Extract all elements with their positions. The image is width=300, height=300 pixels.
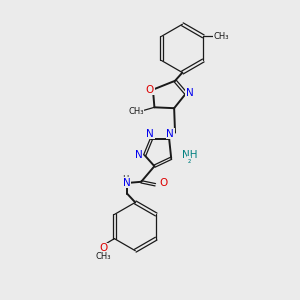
Text: CH₃: CH₃ [128, 107, 144, 116]
Text: N: N [186, 88, 193, 98]
Text: CH₃: CH₃ [214, 32, 229, 41]
Text: O: O [99, 243, 107, 253]
Text: CH₃: CH₃ [95, 252, 111, 261]
Text: O: O [146, 85, 154, 94]
Text: N: N [146, 129, 154, 139]
Text: N: N [123, 178, 131, 188]
Text: O: O [159, 178, 168, 188]
Text: H: H [122, 175, 129, 184]
Text: NH: NH [182, 150, 197, 160]
Text: ₂: ₂ [188, 156, 190, 165]
Text: N: N [167, 129, 174, 139]
Text: N: N [135, 150, 143, 160]
